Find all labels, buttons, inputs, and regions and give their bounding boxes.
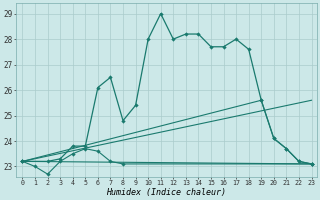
X-axis label: Humidex (Indice chaleur): Humidex (Indice chaleur) — [106, 188, 226, 197]
